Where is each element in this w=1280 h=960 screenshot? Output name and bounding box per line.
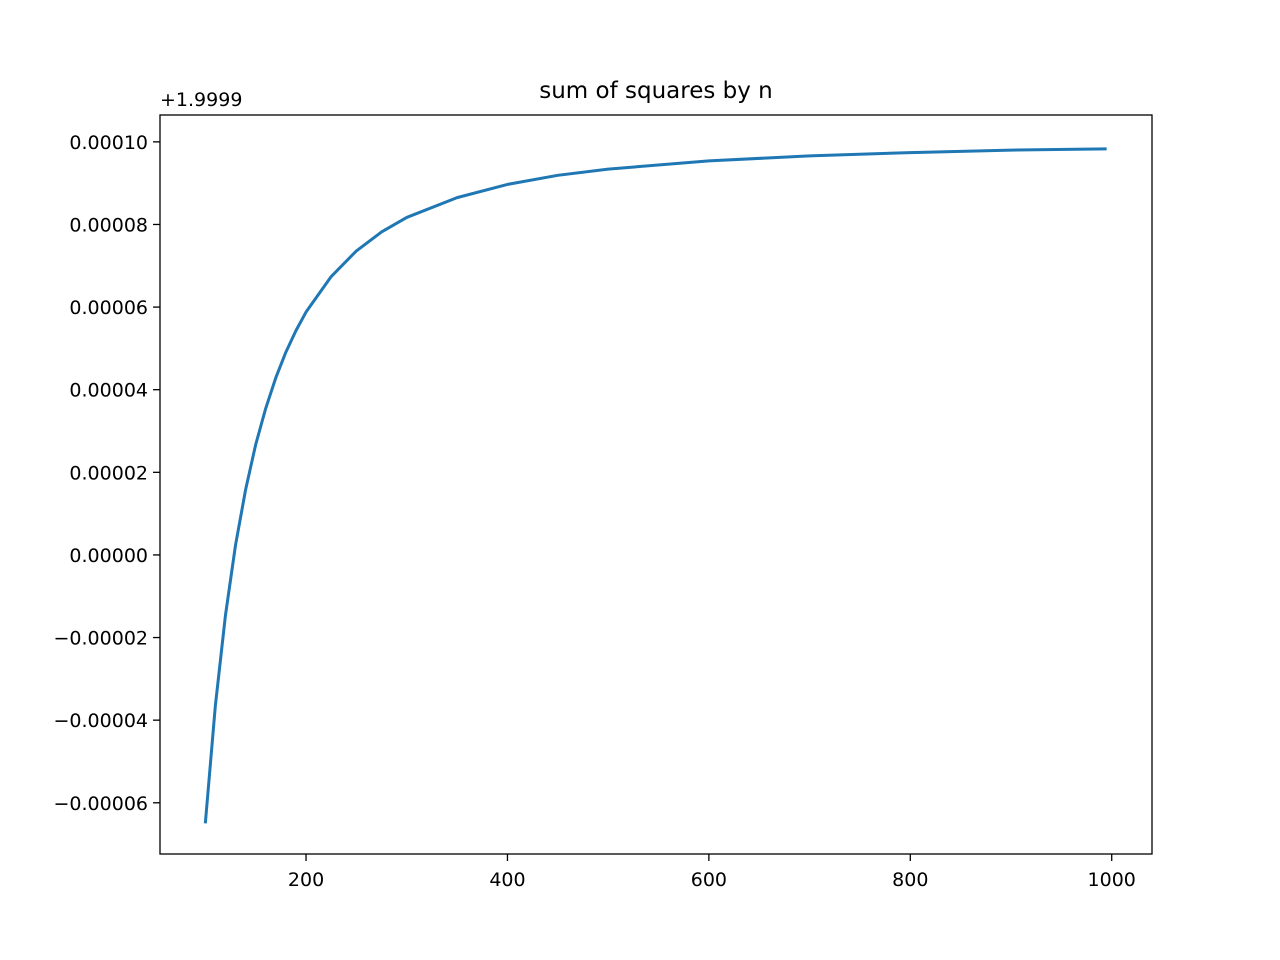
y-tick-label: 0.00010 (69, 132, 148, 154)
y-tick-label: 0.00006 (69, 297, 148, 319)
offset-text: +1.9999 (160, 89, 242, 111)
x-tick-label: 200 (288, 869, 324, 891)
y-tick-label: −0.00002 (54, 628, 149, 650)
x-tick-label: 400 (489, 869, 525, 891)
line (203, 147, 1107, 824)
y-tick-label: 0.00004 (69, 380, 148, 402)
y-tick-label: 0.00008 (69, 214, 148, 236)
y-tick-label: −0.00004 (54, 710, 149, 732)
x-tick-label: 1000 (1088, 869, 1136, 891)
y-tick-label: 0.00002 (69, 462, 148, 484)
x-tick-label: 800 (892, 869, 928, 891)
x-tick-label: 600 (691, 869, 727, 891)
y-tick-label: 0.00000 (69, 545, 148, 567)
plot-frame (159, 114, 1153, 855)
chart-title: sum of squares by n (539, 78, 773, 104)
y-tick-label: −0.00006 (54, 793, 149, 815)
